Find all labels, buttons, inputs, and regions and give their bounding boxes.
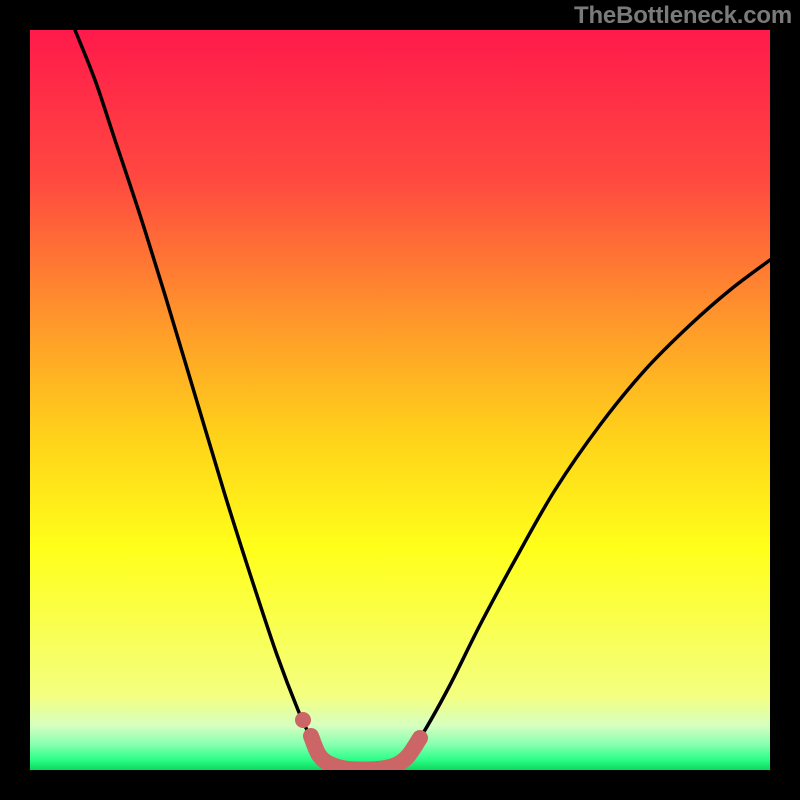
chart-container: TheBottleneck.com [0, 0, 800, 800]
accent-start-dot [295, 712, 311, 728]
chart-gradient-background [30, 30, 770, 770]
bottleneck-chart [0, 0, 800, 800]
watermark-text: TheBottleneck.com [574, 2, 792, 30]
